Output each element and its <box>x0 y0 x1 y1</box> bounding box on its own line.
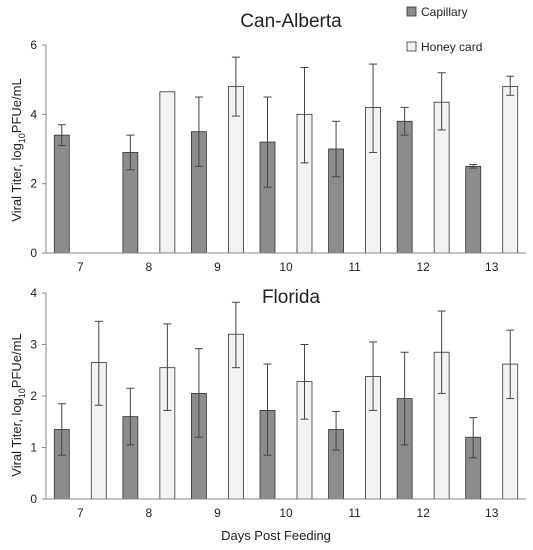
y-tick-label: 3 <box>30 338 37 352</box>
x-tick-label: 8 <box>146 506 153 520</box>
y-tick-label: 6 <box>30 38 37 52</box>
x-tick-label: 10 <box>279 506 293 520</box>
y-tick-label: 1 <box>30 441 37 455</box>
x-tick-label: 9 <box>214 260 221 274</box>
bar-capillary <box>396 120 413 254</box>
panel-florida: Florida Viral Titer, log10PFUe/mL 012347… <box>9 286 526 520</box>
legend-label-honey-card: Honey card <box>421 40 482 54</box>
x-tick-label: 7 <box>77 506 84 520</box>
x-tick-label: 10 <box>279 260 293 274</box>
bar-capillary <box>53 134 70 254</box>
x-tick-label: 9 <box>214 506 221 520</box>
x-tick-label: 12 <box>416 506 430 520</box>
legend-swatch-honey-card <box>406 41 417 52</box>
y-tick-label: 2 <box>30 177 37 191</box>
legend-swatch-capillary <box>406 6 417 17</box>
x-tick-label: 11 <box>348 260 361 274</box>
x-axis-label: Days Post Feeding <box>221 528 331 543</box>
legend-label-capillary: Capillary <box>421 5 468 19</box>
y-tick-label: 2 <box>30 389 37 403</box>
chart-title: Florida <box>262 287 321 308</box>
legend: Capillary Honey card <box>406 5 482 54</box>
y-tick-label: 0 <box>30 492 37 506</box>
y-tick-label: 4 <box>30 107 37 121</box>
bar-honey-card <box>159 91 176 254</box>
svg-text:Viral Titer, log10PFUe/mL: Viral Titer, log10PFUe/mL <box>9 78 27 221</box>
bar-capillary <box>465 165 482 254</box>
y-tick-label: 0 <box>30 246 37 260</box>
panel-can-alberta: Can-Alberta Viral Titer, log10PFUe/mL 0 2… <box>9 11 526 274</box>
x-tick-label: 12 <box>416 260 430 274</box>
y-axis-label: Viral Titer, log10PFUe/mL <box>9 78 27 221</box>
x-tick-label: 13 <box>485 506 499 520</box>
chart-title: Can-Alberta <box>240 11 342 32</box>
x-tick-label: 11 <box>348 506 361 520</box>
y-tick-label: 4 <box>30 286 37 300</box>
svg-text:Viral Titer, log10PFUe/mL: Viral Titer, log10PFUe/mL <box>9 333 27 476</box>
bar-honey-card <box>502 86 519 254</box>
x-tick-label: 8 <box>146 260 153 274</box>
y-axis-label: Viral Titer, log10PFUe/mL <box>9 333 27 476</box>
x-tick-label: 7 <box>77 260 84 274</box>
x-tick-label: 13 <box>485 260 499 274</box>
